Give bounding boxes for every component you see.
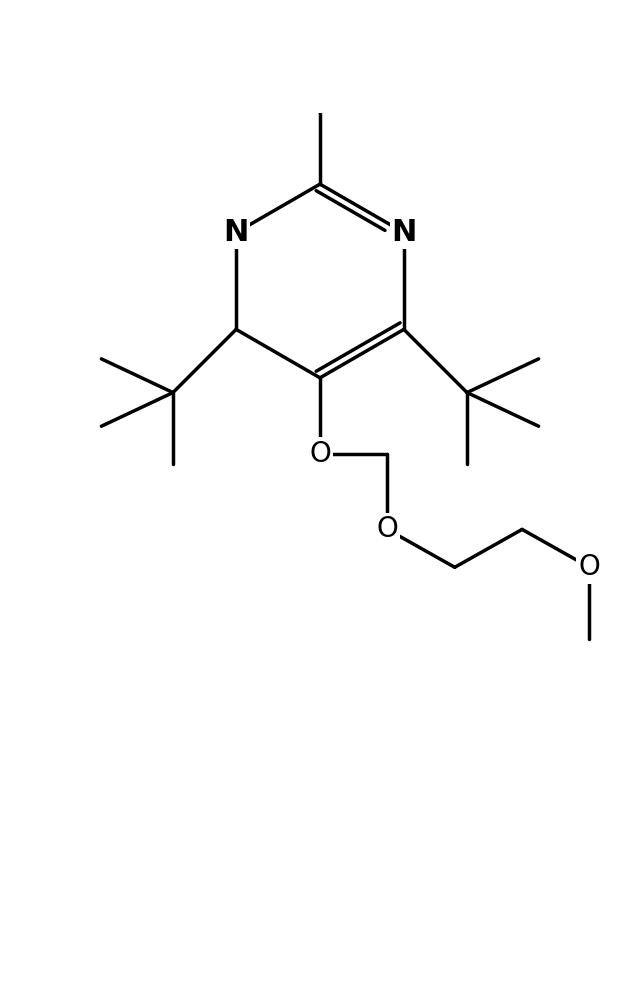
Text: O: O [579, 553, 600, 581]
Text: N: N [223, 218, 249, 247]
Text: O: O [309, 439, 331, 468]
Text: O: O [376, 515, 398, 544]
Text: N: N [391, 218, 417, 247]
